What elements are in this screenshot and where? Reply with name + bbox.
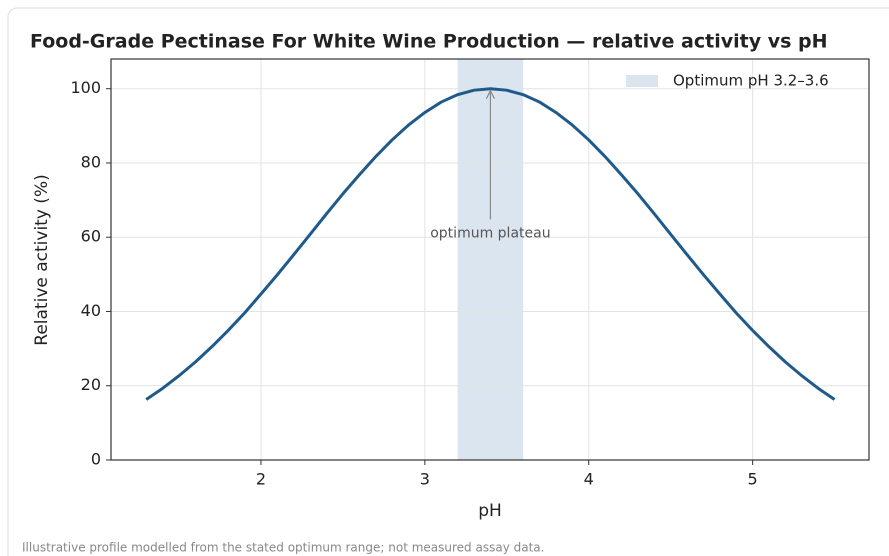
x-tick-label: 5 xyxy=(748,470,758,489)
x-tick-label: 4 xyxy=(584,470,594,489)
footnote: Illustrative profile modelled from the s… xyxy=(22,541,544,555)
plot-frame xyxy=(110,58,870,461)
y-tick-label: 40 xyxy=(81,301,101,320)
chart-title: Food-Grade Pectinase For White Wine Prod… xyxy=(30,31,828,53)
y-axis-label: Relative activity (%) xyxy=(32,174,52,345)
y-tick-label: 60 xyxy=(81,227,101,246)
x-tick-label: 3 xyxy=(420,470,430,489)
annotation-arrowhead xyxy=(485,89,495,99)
y-tick-label: 0 xyxy=(91,450,101,469)
legend-label: Optimum pH 3.2–3.6 xyxy=(673,72,829,90)
x-tick-label: 2 xyxy=(256,470,266,489)
card xyxy=(7,7,889,556)
legend-swatch xyxy=(626,75,658,87)
y-tick-label: 80 xyxy=(81,152,101,171)
activity-line xyxy=(145,87,836,401)
annotation-text: optimum plateau xyxy=(430,226,550,242)
x-axis-label: pH xyxy=(478,501,502,521)
y-tick-label: 20 xyxy=(81,375,101,394)
y-tick-label: 100 xyxy=(70,78,101,97)
